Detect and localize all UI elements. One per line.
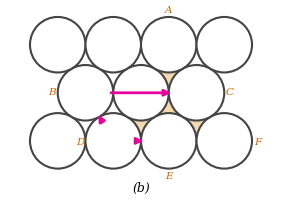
Circle shape [141,17,197,72]
Circle shape [30,113,85,169]
Text: (b): (b) [132,182,150,195]
Circle shape [197,17,252,72]
Text: A: A [165,6,173,14]
Circle shape [113,65,169,121]
Text: E: E [165,172,173,181]
Circle shape [30,17,85,72]
Circle shape [197,113,252,169]
Text: F: F [254,138,261,147]
Circle shape [58,65,113,121]
Circle shape [85,113,141,169]
Text: C: C [226,88,234,97]
Text: D: D [76,138,84,147]
Circle shape [169,65,224,121]
Circle shape [141,113,197,169]
Text: B: B [49,88,56,97]
Polygon shape [113,45,224,141]
Circle shape [85,17,141,72]
